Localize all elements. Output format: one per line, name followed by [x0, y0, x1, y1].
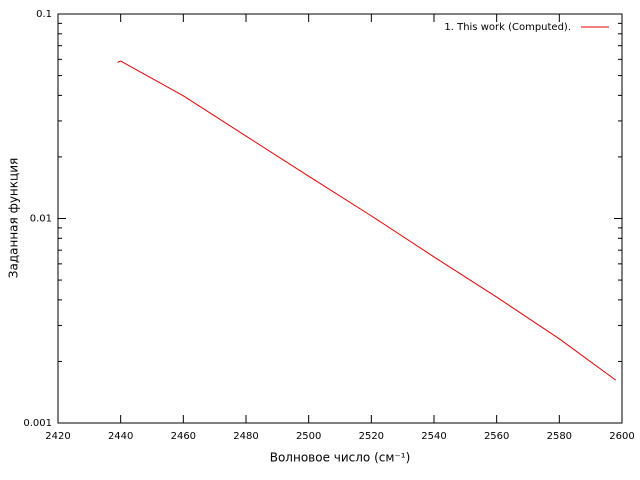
y-axis-label: Заданная функция: [7, 158, 21, 278]
x-tick-label: 2560: [484, 431, 509, 442]
data-line: [117, 60, 617, 381]
legend-label: 1. This work (Computed).: [444, 22, 571, 33]
x-axis-label: Волновое число (см⁻¹): [270, 451, 411, 465]
x-tick-label: 2420: [45, 431, 70, 442]
x-tick-label: 2500: [296, 431, 321, 442]
x-tick-label: 2520: [359, 431, 384, 442]
y-tick-label: 0.001: [23, 418, 52, 429]
y-tick-label: 0.1: [36, 9, 52, 20]
x-tick-label: 2600: [609, 431, 634, 442]
plot-frame: [57, 13, 623, 424]
x-tick-label: 2460: [171, 431, 196, 442]
x-tick-label: 2580: [547, 431, 572, 442]
x-tick-label: 2540: [421, 431, 446, 442]
x-tick-label: 2480: [233, 431, 258, 442]
x-tick-label: 2440: [108, 431, 133, 442]
y-tick-label: 0.01: [30, 214, 52, 225]
